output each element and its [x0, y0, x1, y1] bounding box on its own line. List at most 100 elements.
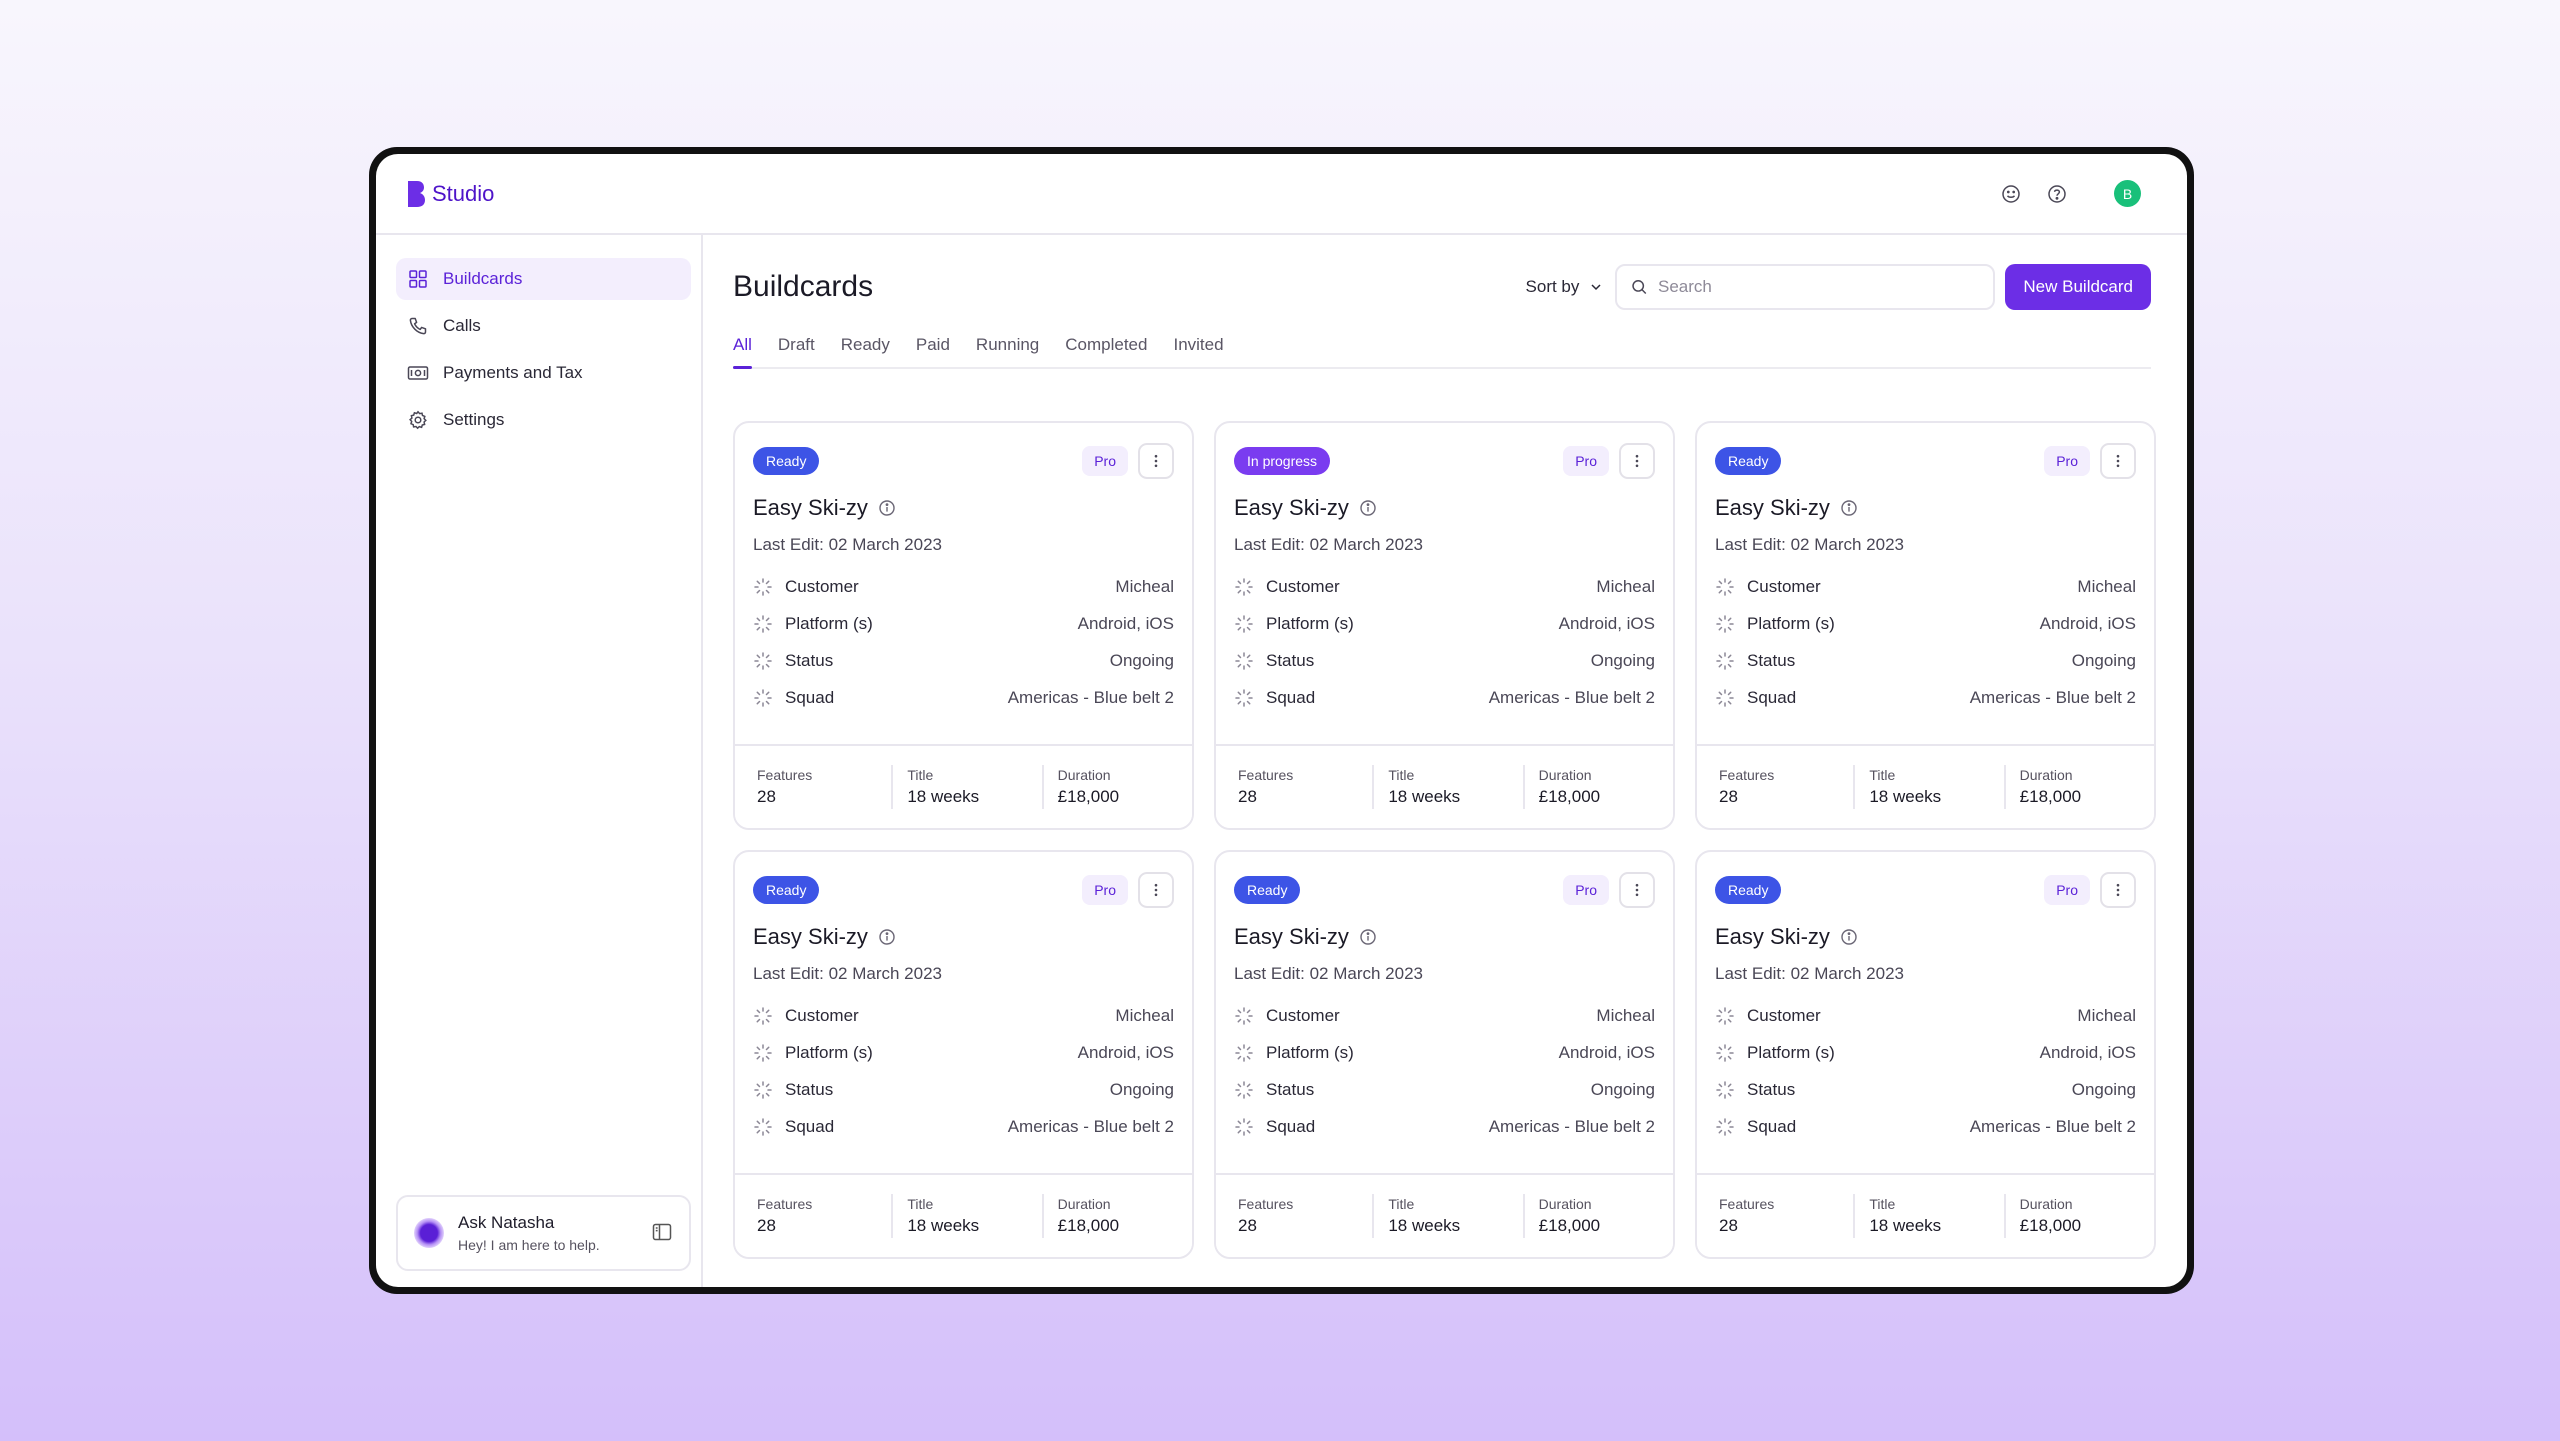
loader-icon [754, 1081, 772, 1099]
more-options-button[interactable] [1138, 872, 1174, 908]
more-options-button[interactable] [1138, 443, 1174, 479]
loader-icon [1716, 1044, 1734, 1062]
tab-draft[interactable]: Draft [777, 335, 815, 354]
buildcard[interactable]: In progress Pro Easy Ski-zy Last Edit: 0… [1214, 421, 1675, 830]
buildcard[interactable]: Ready Pro Easy Ski-zy Last Edit: 02 Marc… [1695, 421, 2156, 830]
more-options-button[interactable] [2100, 872, 2136, 908]
loader-icon [1235, 689, 1253, 707]
property-row: Status Ongoing [1715, 1080, 2136, 1100]
stat-label: Features [757, 1196, 813, 1212]
tab-ready[interactable]: Ready [840, 335, 890, 354]
last-edit: Last Edit: 02 March 2023 [1234, 964, 1424, 983]
info-icon[interactable] [1359, 928, 1377, 946]
info-icon[interactable] [1840, 928, 1858, 946]
tab-all[interactable]: All [733, 329, 752, 369]
stat-label: Title [1388, 1196, 1415, 1212]
property-label-wrap: Customer [1234, 1006, 1340, 1026]
new-buildcard-button[interactable]: New Buildcard [2005, 264, 2151, 310]
sidebar-item-buildcards[interactable]: Buildcards [396, 258, 691, 300]
buildcard[interactable]: Ready Pro Easy Ski-zy Last Edit: 02 Marc… [733, 850, 1194, 1259]
property-value: Americas - Blue belt 2 [1007, 688, 1174, 707]
property-row: Status Ongoing [753, 1080, 1174, 1100]
property-value: Android, iOS [1077, 1043, 1174, 1062]
ask-natasha-panel[interactable]: Ask Natasha Hey! I am here to help. [396, 1195, 691, 1271]
buildcard[interactable]: Ready Pro Easy Ski-zy Last Edit: 02 Marc… [1214, 850, 1675, 1259]
more-options-button[interactable] [1619, 443, 1655, 479]
buildcard[interactable]: Ready Pro Easy Ski-zy Last Edit: 02 Marc… [1695, 850, 2156, 1259]
search-input[interactable] [1658, 277, 1980, 297]
status-badge: Ready [1715, 876, 1782, 904]
buildcard-name[interactable]: Easy Ski-zy [753, 495, 868, 520]
tab-completed[interactable]: Completed [1065, 335, 1148, 354]
sidebar-item-settings[interactable]: Settings [396, 399, 691, 441]
buildcard-name[interactable]: Easy Ski-zy [1715, 924, 1830, 949]
sidebar-item-label: Settings [443, 410, 505, 429]
loader-icon [1716, 1118, 1734, 1136]
more-vertical-icon [1635, 883, 1639, 897]
info-icon[interactable] [878, 928, 896, 946]
property-row: Status Ongoing [753, 651, 1174, 671]
buildcard-name[interactable]: Easy Ski-zy [1234, 495, 1349, 520]
stat-label: Features [757, 767, 813, 783]
buildcard-stats: Features 28 Title 18 weeks Duration £18,000 [735, 744, 1192, 828]
buildcard-name[interactable]: Easy Ski-zy [753, 924, 868, 949]
last-edit: Last Edit: 02 March 2023 [1715, 535, 1905, 554]
info-icon[interactable] [1359, 499, 1377, 517]
sidebar-item-label: Buildcards [443, 269, 523, 288]
loader-icon [1235, 1007, 1253, 1025]
property-row: Squad Americas - Blue belt 2 [1715, 1117, 2136, 1137]
stat-value: 28 [1719, 787, 1738, 806]
info-icon[interactable] [1840, 499, 1858, 517]
buildcard-name[interactable]: Easy Ski-zy [1715, 495, 1830, 520]
stat-value: 18 weeks [907, 787, 980, 806]
property-value: Micheal [1115, 577, 1174, 596]
buildcard-header: Ready Pro [753, 443, 1174, 479]
info-icon[interactable] [878, 499, 896, 517]
smiley-icon[interactable] [2000, 183, 2022, 205]
tab-running[interactable]: Running [975, 335, 1040, 354]
sidebar-item-payments[interactable]: Payments and Tax [396, 352, 691, 394]
buildcard-header: Ready Pro [1234, 872, 1655, 908]
tab-paid[interactable]: Paid [915, 335, 950, 354]
top-bar-actions: B [2000, 180, 2141, 207]
stat-value: 28 [1238, 787, 1257, 806]
buildcard-stats: Features 28 Title 18 weeks Duration £18,000 [1697, 744, 2154, 828]
buildcard-actions: Pro [1082, 872, 1174, 908]
stat-value: £18,000 [1057, 1216, 1120, 1235]
buildcard-name[interactable]: Easy Ski-zy [1234, 924, 1349, 949]
stat-item: Duration £18,000 [2003, 765, 2154, 809]
sort-dropdown[interactable]: Sort by [1526, 277, 1604, 297]
property-label: Customer [1266, 1006, 1340, 1025]
buildcard-body: In progress Pro Easy Ski-zy Last Edit: 0… [1216, 423, 1673, 744]
property-label-wrap: Platform (s) [753, 614, 873, 634]
stat-label: Features [1719, 1196, 1775, 1212]
property-row: Platform (s) Android, iOS [753, 1043, 1174, 1063]
brand-logo[interactable]: Studio [406, 179, 494, 209]
property-label-wrap: Squad [1234, 688, 1315, 708]
property-value: Micheal [1596, 577, 1655, 596]
stat-value: 18 weeks [1388, 1216, 1461, 1235]
property-label: Platform (s) [785, 614, 873, 633]
more-options-button[interactable] [2100, 443, 2136, 479]
property-value: Ongoing [1590, 1080, 1655, 1099]
last-edit: Last Edit: 02 March 2023 [753, 535, 943, 554]
help-icon[interactable] [2046, 183, 2068, 205]
stat-item: Title 18 weeks [1372, 1194, 1522, 1238]
loader-icon [1716, 1081, 1734, 1099]
loader-icon [1235, 1118, 1253, 1136]
last-edit: Last Edit: 02 March 2023 [1715, 964, 1905, 983]
stat-label: Duration [1057, 1196, 1111, 1212]
property-value: Android, iOS [1558, 614, 1655, 633]
panel-toggle-icon[interactable] [651, 1221, 675, 1245]
search-box[interactable] [1615, 264, 1996, 310]
sidebar-nav: Buildcards Calls [396, 258, 691, 441]
user-avatar[interactable]: B [2114, 180, 2141, 207]
more-options-button[interactable] [1619, 872, 1655, 908]
buildcard[interactable]: Ready Pro Easy Ski-zy Last Edit: 02 Marc… [733, 421, 1194, 830]
sidebar-item-calls[interactable]: Calls [396, 305, 691, 347]
property-label: Customer [785, 577, 859, 596]
property-label-wrap: Squad [753, 1117, 834, 1137]
tab-invited[interactable]: Invited [1173, 335, 1224, 354]
property-label: Platform (s) [1266, 1043, 1354, 1062]
assistant-subtitle: Hey! I am here to help. [458, 1237, 600, 1253]
